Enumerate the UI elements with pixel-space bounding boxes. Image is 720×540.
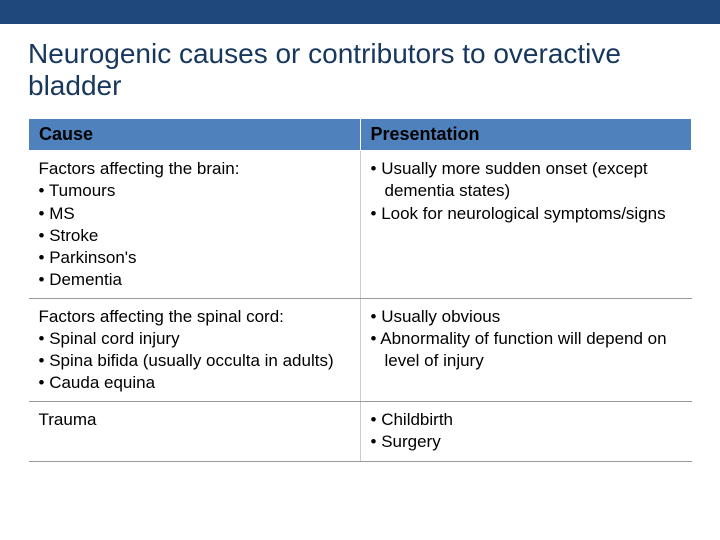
list-item: Usually more sudden onset (except dement…	[371, 158, 682, 202]
list-item: Usually obvious	[371, 306, 682, 328]
cause-lead: Trauma	[39, 409, 350, 431]
col-header-presentation: Presentation	[360, 119, 692, 151]
list-item: Stroke	[39, 225, 350, 247]
list-item: Spina bifida (usually occulta in adults)	[39, 350, 350, 372]
cause-lead: Factors affecting the spinal cord:	[39, 306, 350, 328]
cause-list: Spinal cord injurySpina bifida (usually …	[39, 328, 350, 394]
slide-title: Neurogenic causes or contributors to ove…	[0, 24, 720, 118]
presentation-list: ChildbirthSurgery	[371, 409, 682, 453]
list-item: Parkinson's	[39, 247, 350, 269]
list-item: Look for neurological symptoms/signs	[371, 203, 682, 225]
presentation-cell: ChildbirthSurgery	[360, 402, 692, 461]
cause-list: TumoursMSStrokeParkinson'sDementia	[39, 180, 350, 290]
list-item: Surgery	[371, 431, 682, 453]
col-header-cause: Cause	[29, 119, 361, 151]
slide-top-bar	[0, 0, 720, 24]
list-item: Cauda equina	[39, 372, 350, 394]
cause-cell: Factors affecting the spinal cord:Spinal…	[29, 298, 361, 401]
table-body: Factors affecting the brain:TumoursMSStr…	[29, 151, 692, 461]
cause-cell: Factors affecting the brain:TumoursMSStr…	[29, 151, 361, 299]
presentation-cell: Usually obviousAbnormality of function w…	[360, 298, 692, 401]
presentation-list: Usually obviousAbnormality of function w…	[371, 306, 682, 372]
table-row: Factors affecting the brain:TumoursMSStr…	[29, 151, 692, 299]
presentation-cell: Usually more sudden onset (except dement…	[360, 151, 692, 299]
cause-cell: Trauma	[29, 402, 361, 461]
list-item: Childbirth	[371, 409, 682, 431]
table-row: Trauma ChildbirthSurgery	[29, 402, 692, 461]
presentation-list: Usually more sudden onset (except dement…	[371, 158, 682, 224]
list-item: MS	[39, 203, 350, 225]
list-item: Spinal cord injury	[39, 328, 350, 350]
table-row: Factors affecting the spinal cord:Spinal…	[29, 298, 692, 401]
causes-table: Cause Presentation Factors affecting the…	[28, 118, 692, 461]
list-item: Tumours	[39, 180, 350, 202]
cause-lead: Factors affecting the brain:	[39, 158, 350, 180]
list-item: Abnormality of function will depend on l…	[371, 328, 682, 372]
list-item: Dementia	[39, 269, 350, 291]
